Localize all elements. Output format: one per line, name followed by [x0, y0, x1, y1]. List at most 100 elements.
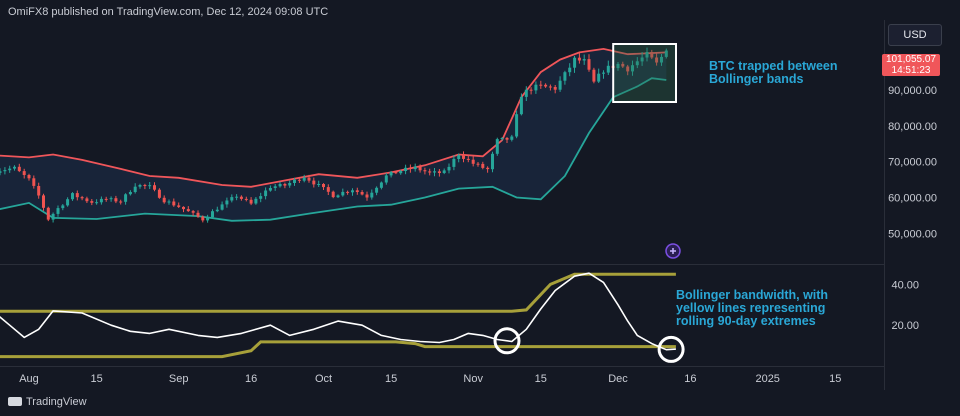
- time-tick-label: 15: [829, 373, 841, 385]
- candle: [172, 198, 176, 207]
- candle: [288, 180, 292, 188]
- candle: [254, 197, 258, 205]
- candle: [312, 177, 316, 188]
- time-tick-label: 15: [90, 373, 102, 385]
- highlight-box: [612, 43, 678, 103]
- candle: [268, 185, 272, 192]
- candle: [167, 199, 171, 205]
- footer-logo[interactable]: TradingView: [8, 396, 87, 408]
- candle: [500, 137, 504, 141]
- candle: [211, 209, 214, 219]
- candle: [433, 168, 436, 177]
- price-tick-label: 70,000.00: [888, 157, 937, 169]
- candle: [80, 195, 84, 201]
- candle: [283, 182, 287, 189]
- currency-button[interactable]: USD: [888, 24, 942, 46]
- candle: [539, 80, 543, 89]
- candle: [558, 76, 562, 92]
- candle: [85, 196, 89, 203]
- candle: [640, 52, 644, 66]
- candle: [505, 137, 509, 143]
- annotation-bands-line-2: Bollinger bands: [709, 72, 804, 86]
- bandwidth-layer: [0, 272, 676, 359]
- candle: [626, 64, 630, 76]
- candle: [645, 47, 649, 62]
- candle: [278, 181, 282, 188]
- candle: [650, 49, 654, 60]
- candle: [317, 180, 321, 187]
- candle: [553, 85, 557, 94]
- candle: [404, 164, 408, 175]
- candle: [408, 164, 412, 173]
- max-extreme-line: [0, 272, 676, 313]
- low-circle: [493, 327, 521, 355]
- candle: [413, 163, 417, 172]
- candle: [37, 182, 41, 199]
- candle: [95, 199, 99, 205]
- candle: [293, 177, 296, 186]
- time-tick-label: 16: [684, 373, 696, 385]
- candle: [655, 53, 659, 66]
- annotation-bandwidth-line-3: rolling 90-day extremes: [676, 314, 816, 328]
- candle: [259, 192, 263, 203]
- candle: [481, 161, 485, 170]
- candle: [437, 169, 441, 177]
- bar-countdown: 14:51:23: [891, 65, 931, 76]
- add-alert-icon[interactable]: [665, 243, 681, 259]
- candle: [491, 151, 494, 173]
- candle: [331, 190, 335, 199]
- candle: [148, 182, 152, 189]
- candle: [548, 84, 552, 91]
- price-tick-label: 80,000.00: [888, 121, 937, 133]
- candle: [239, 195, 243, 201]
- candle: [235, 194, 239, 201]
- candle: [8, 165, 12, 173]
- annotation-bands: BTC trapped between Bollinger bands: [709, 60, 838, 86]
- candle: [307, 174, 311, 183]
- candle: [56, 205, 60, 217]
- candle: [297, 178, 301, 183]
- candle: [471, 156, 475, 167]
- candle: [466, 155, 470, 163]
- candle: [597, 68, 601, 83]
- candle: [587, 54, 591, 72]
- candle: [0, 168, 2, 176]
- candle: [563, 70, 567, 85]
- candle: [544, 83, 548, 88]
- candle: [452, 155, 456, 171]
- candle: [206, 214, 210, 223]
- candle: [138, 183, 142, 189]
- header-text: OmiFX8 published on TradingView.com, Dec…: [8, 6, 329, 18]
- candle: [273, 184, 277, 191]
- candle: [486, 166, 490, 173]
- bandwidth-tick-label: 20.00: [891, 320, 919, 332]
- candle: [71, 192, 74, 201]
- candle: [341, 188, 345, 197]
- candle: [99, 196, 103, 205]
- candle: [114, 195, 118, 204]
- time-tick-label: 2025: [755, 373, 779, 385]
- candle: [230, 194, 234, 203]
- candle: [519, 93, 523, 116]
- candle: [375, 186, 379, 196]
- candle: [42, 193, 45, 211]
- bandwidth-tick-label: 40.00: [891, 279, 919, 291]
- candle: [515, 110, 519, 139]
- last-price-value: 101,055.07: [885, 54, 937, 65]
- candle: [577, 52, 581, 64]
- candle: [351, 188, 354, 196]
- candle: [573, 56, 577, 73]
- candle: [157, 188, 161, 199]
- bandwidth-line: [0, 272, 676, 351]
- time-tick-label: Nov: [463, 373, 483, 385]
- candle: [249, 197, 253, 206]
- time-tick-label: Dec: [608, 373, 628, 385]
- candle: [495, 137, 499, 156]
- candle: [582, 54, 586, 65]
- candle: [384, 173, 388, 185]
- candle: [124, 193, 128, 205]
- candle: [162, 195, 166, 204]
- candle: [592, 67, 596, 84]
- grid-layer: [0, 20, 885, 390]
